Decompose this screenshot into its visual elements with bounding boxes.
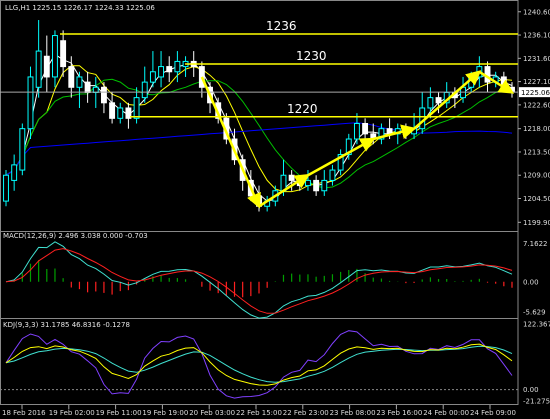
time-axis: 18 Feb 2016 19 Feb 02:00 19 Feb 11:00 19 Fe… [2, 405, 516, 417]
candle-body [353, 123, 360, 140]
candle-body [321, 179, 328, 192]
kdj-tick-label: 122.3673 [523, 321, 550, 329]
macd-tick-label: 0.00 [523, 278, 539, 286]
time-tick-label: 23 Feb 16:00 [376, 409, 422, 417]
time-tick-label: 19 Feb 19:00 [142, 409, 188, 417]
price-tick-label: 1213.50 [523, 148, 550, 156]
time-tick-label: 20 Feb 03:00 [189, 409, 235, 417]
kdj-header: KDJ(9,3,3) 31.1785 46.8316 -0.1278 [3, 321, 130, 329]
swing-arrow [200, 76, 261, 209]
candle-body [158, 66, 165, 78]
candle-body [345, 138, 352, 156]
price-tick-label: 1199.90 [523, 219, 550, 227]
candle-body [305, 179, 311, 187]
kdj-pane: 122.3673 0.00 -21.2754 [0, 321, 550, 406]
swing-arrow [258, 173, 311, 208]
kdj-tick-label: 0.00 [523, 386, 539, 394]
price-tick-label: 1240.60 [523, 8, 550, 16]
level-label: 1220 [287, 102, 318, 116]
price-tick-label: 1218.00 [523, 125, 550, 133]
price-tick-label: 1209.00 [523, 172, 550, 180]
kdj-j-line [5, 330, 513, 399]
moving-average-line [5, 78, 513, 189]
time-tick-label: 18 Feb 2016 [2, 409, 46, 417]
candle-body [313, 179, 320, 192]
candle-body [149, 71, 156, 83]
candle-body [109, 102, 116, 119]
time-tick-label: 22 Feb 23:00 [283, 409, 329, 417]
candle-body [35, 50, 42, 88]
kdj-k-line [5, 343, 513, 386]
level-label: 1236 [266, 19, 297, 33]
candle-body [43, 55, 50, 78]
price-tick-label: 1231.60 [523, 55, 550, 63]
candle-body [378, 128, 385, 140]
candle-body [84, 81, 91, 93]
candle-body [329, 169, 336, 181]
moving-average-line [5, 65, 513, 193]
candle-body [166, 66, 173, 73]
candle-body [337, 154, 344, 171]
candle-body [11, 164, 18, 181]
candle-body [3, 174, 9, 202]
plot-border [0, 0, 519, 405]
macd-line [5, 241, 513, 319]
candle-body [19, 128, 26, 171]
time-tick-label: 22 Feb 15:00 [236, 409, 282, 417]
swing-arrow [478, 70, 515, 94]
symbol-header: LLG,H1 1225.15 1226.17 1224.33 1225.06 [5, 4, 155, 12]
macd-signal-line [5, 248, 513, 314]
candle-body [386, 128, 393, 135]
macd-header: MACD(12,26,9) 2.496 3.038 0.000 -0.703 [3, 232, 148, 240]
chart-frame [0, 0, 519, 405]
macd-tick-label: -5.629 [523, 308, 546, 316]
candle-body [52, 35, 58, 78]
price-tick-label: 1204.50 [523, 195, 550, 203]
candle-body [100, 86, 107, 104]
price-tick-label: 1222.60 [523, 101, 550, 109]
current-price-label: 1225.06 [521, 89, 550, 97]
candle-body [117, 107, 124, 119]
swing-arrow [372, 124, 417, 141]
macd-tick-label: 7.1622 [523, 240, 548, 248]
candle-body [133, 97, 140, 119]
candle-body [362, 123, 369, 135]
candle-body [435, 97, 442, 104]
candle-body [484, 66, 491, 83]
kdj-tick-label: -21.2754 [523, 398, 550, 406]
time-tick-label: 19 Feb 02:00 [49, 409, 95, 417]
candle-body [68, 66, 75, 88]
moving-average-line [5, 122, 513, 176]
price-tick-label: 1227.10 [523, 78, 550, 86]
time-tick-label: 24 Feb 09:00 [470, 409, 516, 417]
time-tick-label: 23 Feb 08:00 [330, 409, 376, 417]
swing-arrow [307, 137, 376, 177]
candle-body [125, 107, 132, 119]
candle-body [427, 97, 434, 109]
candle-body [76, 76, 83, 88]
level-label: 1230 [296, 49, 327, 63]
candle-body [141, 81, 148, 99]
current-price-box [519, 87, 550, 98]
candle-body [27, 76, 34, 130]
candle-body [288, 174, 295, 181]
candle-body [174, 60, 181, 73]
time-tick-label: 24 Feb 00:00 [423, 409, 469, 417]
swing-arrow [413, 70, 482, 130]
time-tick-label: 19 Feb 11:00 [96, 409, 142, 417]
macd-pane: 7.1622 0.00 -5.629 [5, 240, 548, 319]
price-tick-label: 1236.10 [523, 32, 550, 40]
price-pane: 1240.60 1236.10 1231.60 1227.10 1222.60 1218.… [0, 8, 550, 227]
candle-body [419, 107, 426, 130]
candle-body [60, 40, 67, 68]
